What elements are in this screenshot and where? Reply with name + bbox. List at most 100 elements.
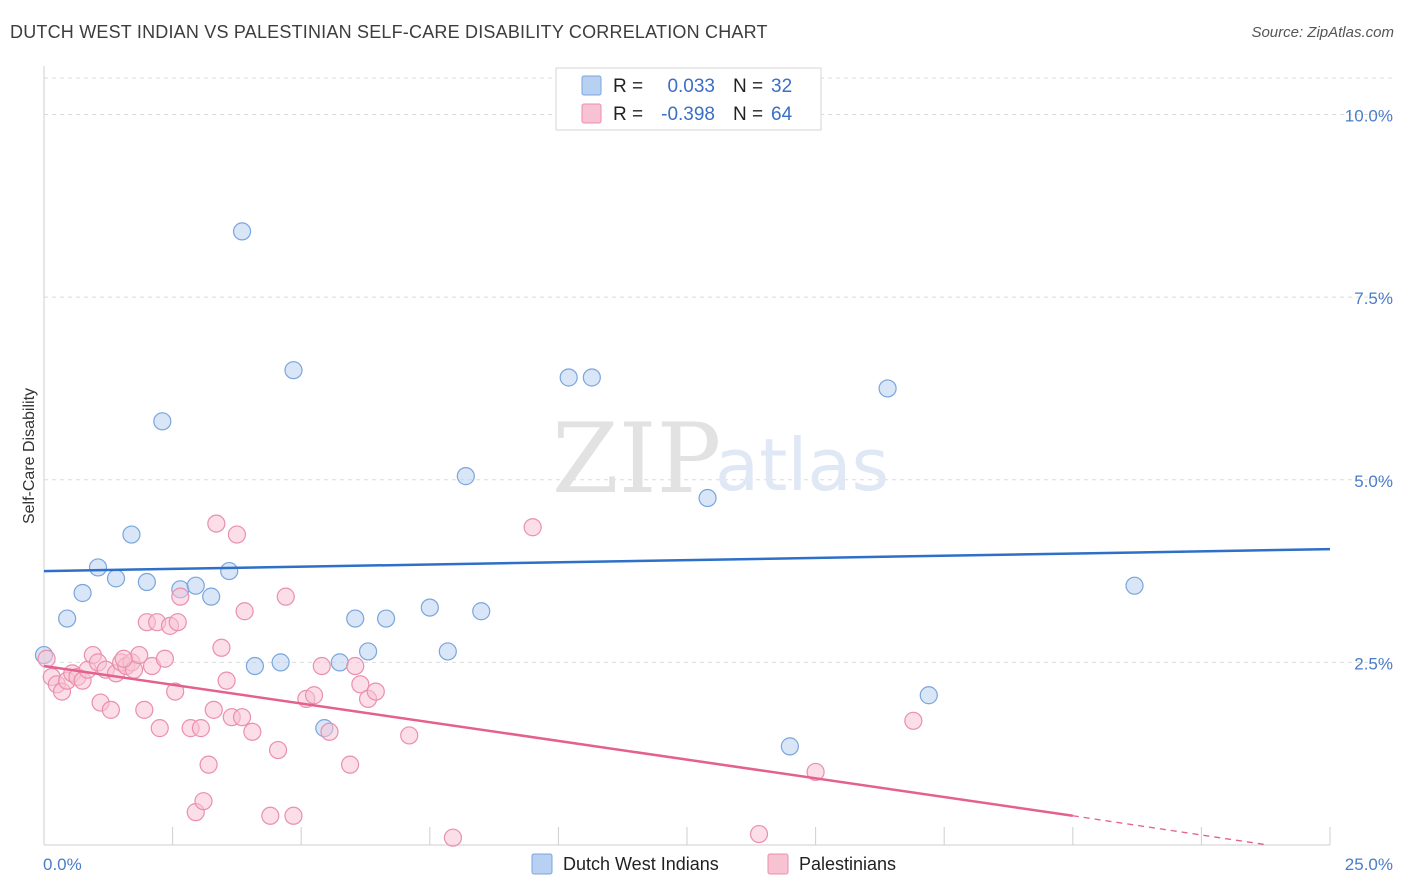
dutch-point — [137, 572, 156, 592]
dutch-point — [202, 587, 221, 606]
palestinian-point — [232, 708, 252, 727]
bottom-legend-swatch-blue — [531, 853, 553, 875]
dutch-point — [780, 737, 799, 756]
legend: R = 0.033 N = 32 R = -0.398 N = 64 — [555, 67, 822, 131]
dutch-point — [220, 561, 239, 581]
y-tick-label: 10.0% — [1345, 107, 1393, 126]
dutch-point — [271, 653, 290, 672]
dutch-point — [559, 368, 578, 387]
x-tick-label: 0.0% — [43, 855, 82, 874]
dutch-point — [919, 686, 938, 705]
source-label: Source: ZipAtlas.com — [1251, 24, 1394, 41]
dutch-point — [456, 467, 475, 486]
palestinian-point — [904, 711, 923, 730]
dutch-trend-line — [43, 547, 1331, 573]
legend-r-label-2: R = — [613, 104, 643, 125]
palestinian-point — [243, 722, 262, 741]
palestinian-point — [749, 824, 769, 844]
grid-lines — [44, 77, 1392, 663]
dutch-point — [330, 653, 349, 672]
dutch-point — [88, 558, 108, 577]
dutch-point — [153, 412, 172, 431]
bottom-legend: Dutch West Indians Palestinians — [531, 853, 896, 875]
palestinian-trend-line — [43, 664, 1073, 818]
palestinian-point — [212, 638, 231, 657]
legend-n-value-1: 32 — [771, 76, 792, 97]
palestinian-point — [37, 649, 56, 668]
dutch-point — [346, 609, 365, 628]
palestinian-point — [340, 755, 360, 774]
palestinian-point — [207, 514, 226, 533]
legend-n-label-2: N = — [733, 104, 763, 125]
palestinian-point — [268, 740, 288, 760]
palestinian-point — [366, 682, 385, 701]
legend-r-value-1: 0.033 — [667, 76, 715, 97]
palestinian-point — [276, 587, 295, 606]
palestinian-point — [199, 755, 218, 774]
palestinian-point — [443, 828, 463, 847]
palestinian-point — [227, 525, 246, 544]
palestinian-point — [523, 518, 542, 537]
y-tick-label: 5.0% — [1354, 472, 1393, 491]
dutch-point — [1125, 576, 1144, 595]
legend-n-label-1: N = — [733, 76, 763, 97]
legend-r-value-2: -0.398 — [661, 104, 715, 125]
y-tick-label: 7.5% — [1354, 289, 1393, 308]
y-tick-label: 2.5% — [1354, 654, 1393, 673]
dutch-point — [122, 525, 141, 544]
palestinian-point — [114, 649, 133, 668]
palestinian-point — [320, 722, 339, 741]
palestinian-point — [204, 700, 223, 719]
trend-lines — [43, 547, 1331, 846]
palestinian-point — [194, 792, 213, 811]
chart-title: DUTCH WEST INDIAN VS PALESTINIAN SELF-CA… — [10, 22, 768, 42]
data-points — [34, 222, 1144, 847]
dutch-point — [58, 609, 77, 628]
dutch-point — [186, 576, 205, 595]
dutch-point — [438, 642, 457, 661]
palestinian-point — [171, 587, 190, 606]
x-tick-label: 25.0% — [1345, 855, 1393, 874]
dutch-point — [420, 598, 439, 617]
dutch-point — [106, 569, 126, 588]
watermark: ZIP atlas — [552, 403, 889, 515]
palestinian-point — [168, 613, 187, 632]
dutch-point — [232, 222, 252, 241]
dutch-point — [284, 361, 303, 380]
legend-swatch-blue — [581, 75, 602, 96]
palestinian-trend-extension — [1072, 815, 1269, 846]
palestinian-point — [346, 656, 365, 676]
palestinian-point — [135, 700, 154, 719]
dutch-point — [358, 642, 378, 661]
palestinian-point — [155, 649, 174, 668]
palestinian-point — [400, 726, 419, 745]
palestinian-point — [351, 675, 370, 694]
palestinian-point — [101, 700, 120, 719]
dutch-point — [878, 379, 897, 398]
dutch-point — [376, 609, 396, 628]
palestinian-point — [166, 682, 185, 701]
palestinian-point — [284, 806, 303, 825]
legend-swatch-pink — [581, 103, 602, 124]
axes: 2.5% 5.0% 7.5% 10.0% 0.0% 25.0% — [43, 66, 1393, 874]
dutch-point — [698, 488, 717, 508]
palestinian-point — [312, 656, 331, 676]
palestinian-point — [261, 806, 280, 825]
dutch-point — [245, 656, 265, 676]
watermark-atlas: atlas — [715, 423, 889, 507]
legend-r-label-1: R = — [613, 76, 643, 97]
dutch-point — [582, 368, 601, 387]
watermark-zip: ZIP — [552, 403, 721, 515]
bottom-legend-label-palestinian: Palestinians — [799, 854, 896, 874]
palestinian-point — [235, 602, 254, 621]
dutch-point — [472, 602, 491, 621]
palestinian-point — [806, 762, 825, 782]
dutch-point — [73, 583, 92, 603]
bottom-legend-swatch-pink — [767, 853, 789, 875]
palestinian-point — [217, 671, 236, 690]
legend-n-value-2: 64 — [771, 104, 793, 125]
y-axis-title: Self-Care Disability — [21, 388, 38, 524]
bottom-legend-label-dutch: Dutch West Indians — [563, 854, 719, 874]
palestinian-point — [304, 686, 324, 705]
